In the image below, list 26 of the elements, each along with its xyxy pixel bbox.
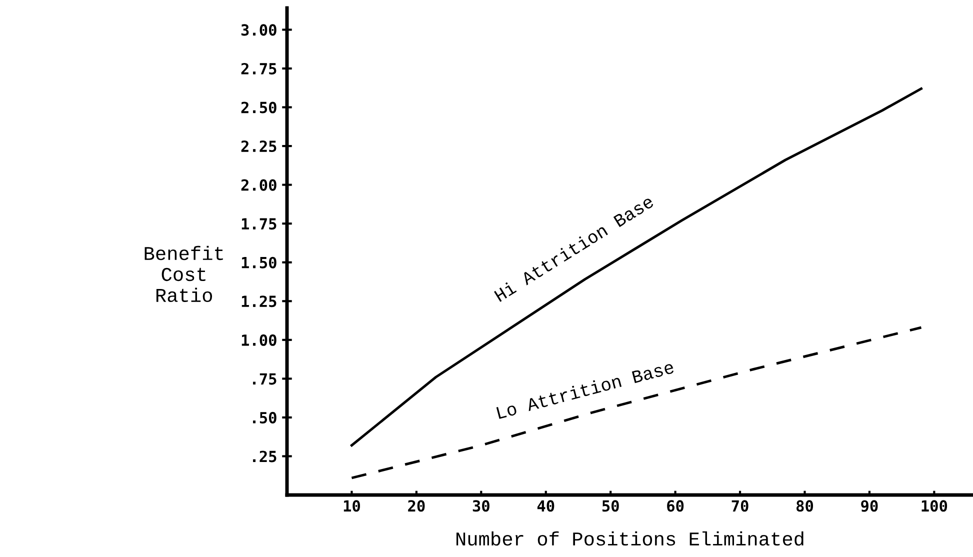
x-tick-label: 30 — [472, 500, 490, 512]
x-tick-label: 10 — [344, 500, 360, 512]
x-tick-label: 90 — [861, 500, 878, 512]
x-tick-label: 20 — [408, 500, 425, 512]
y-tick-label: 2.75 — [241, 62, 276, 75]
y-tick-label: 1.25 — [242, 296, 276, 308]
line-series — [350, 87, 922, 447]
y-tick-label: 1.50 — [242, 256, 276, 268]
y-tick-label: 2.50 — [241, 102, 276, 114]
x-tick-label: 100 — [922, 500, 948, 512]
y-tick-label: 1.00 — [242, 334, 276, 346]
y-tick-label: 3.00 — [241, 24, 276, 36]
y-tick-label: .25 — [253, 450, 276, 462]
x-tick-label: 60 — [667, 500, 684, 512]
x-tick-label: 40 — [537, 500, 554, 512]
y-axis-title: Benefit Cost Ratio — [144, 246, 223, 302]
x-tick-label: 70 — [732, 500, 748, 512]
line-series — [350, 326, 922, 480]
x-axis-title: Number of Positions Eliminated — [456, 531, 804, 546]
y-tick-label: 2.25 — [241, 140, 276, 152]
y-tick-label: .75 — [253, 373, 276, 385]
y-tick-label: 2.00 — [241, 179, 276, 191]
x-tick-label: 50 — [602, 500, 619, 512]
x-tick-label: 80 — [796, 500, 814, 512]
y-tick-label: .50 — [253, 412, 276, 424]
y-tick-label: 1.75 — [242, 218, 276, 230]
